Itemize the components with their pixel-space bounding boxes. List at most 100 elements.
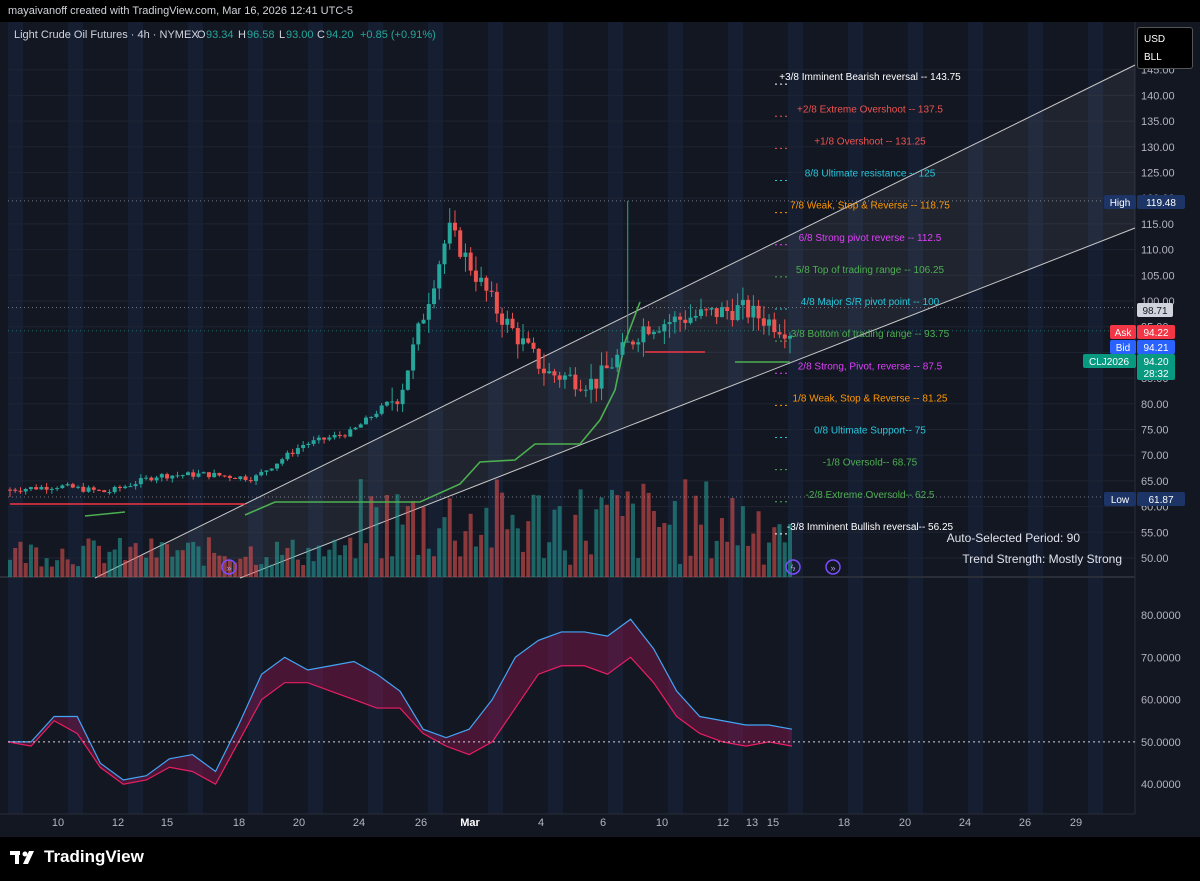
volume-bar xyxy=(500,492,505,577)
price-axis-label: 110.00 xyxy=(1141,245,1174,257)
price-tags: High 119.48 Low 61.87 98.71 Ask 94.22 Bi… xyxy=(1083,195,1185,506)
level-label: 8/8 Ultimate resistance -- 125 xyxy=(805,169,936,180)
candle-body xyxy=(615,354,620,368)
volume-bar xyxy=(610,489,615,577)
volume-bar xyxy=(154,557,159,577)
candle-body xyxy=(175,475,180,477)
event-marker-icon[interactable] xyxy=(785,559,801,575)
volume-bar xyxy=(91,540,96,577)
low-tag-bg xyxy=(1137,492,1185,506)
volume-bar xyxy=(274,541,279,577)
high-value: 96.58 xyxy=(247,29,275,41)
volume-bar xyxy=(405,506,410,577)
tradingview-logo[interactable]: TradingView xyxy=(10,847,144,867)
candle-body xyxy=(107,492,112,494)
volume-bar xyxy=(767,542,772,577)
volume-bar xyxy=(212,552,217,577)
volume-bar xyxy=(60,548,65,577)
candle-body xyxy=(91,487,96,490)
volume-bar xyxy=(175,550,180,577)
candle-body xyxy=(274,463,279,469)
candle-body xyxy=(725,307,730,311)
candle-body xyxy=(405,370,410,390)
oscillator-axis-label: 70.0000 xyxy=(1141,652,1181,664)
chart-frame[interactable]: +3/8 Imminent Bearish reversal -- 143.75… xyxy=(0,22,1200,837)
volume-bar xyxy=(688,555,693,577)
candle-body xyxy=(730,310,735,321)
candle-body xyxy=(541,368,546,374)
candle-body xyxy=(374,413,379,417)
candle-body xyxy=(96,489,101,491)
time-axis-label: 18 xyxy=(233,817,245,829)
candle-body xyxy=(568,374,573,376)
volume-bar xyxy=(782,542,787,577)
candle-body xyxy=(751,305,756,318)
candle-body xyxy=(65,484,70,486)
volume-bar xyxy=(243,556,248,577)
candle-body xyxy=(589,378,594,390)
candle-body xyxy=(557,375,562,380)
contract-tag-bg xyxy=(1137,354,1175,380)
candle-body xyxy=(594,378,599,389)
price-axis-label: 55.00 xyxy=(1141,527,1169,539)
candle-body xyxy=(290,452,295,454)
volume-bar xyxy=(699,524,704,577)
contract-label-bg xyxy=(1083,354,1136,368)
candle-body xyxy=(316,437,321,441)
session-band xyxy=(548,22,563,814)
candle-body xyxy=(8,489,12,491)
candle-body xyxy=(227,475,232,478)
candle-body xyxy=(447,222,452,244)
ask-value: 94.22 xyxy=(1143,328,1168,339)
volume-bar xyxy=(269,564,274,577)
volume-bar xyxy=(630,503,635,577)
volume-bar xyxy=(390,556,395,577)
candle-body xyxy=(458,230,463,257)
volume-bar xyxy=(144,557,149,577)
time-axis-label: 26 xyxy=(415,817,427,829)
volume-bar xyxy=(772,527,777,577)
volume-bar xyxy=(599,497,604,577)
candle-body xyxy=(500,313,505,325)
volume-bar xyxy=(285,548,290,577)
volume-bar xyxy=(693,495,698,577)
price-axis-label: 135.00 xyxy=(1141,116,1175,128)
bid-label-bg xyxy=(1110,340,1136,354)
price-axis-label: 115.00 xyxy=(1141,219,1174,231)
level-label: 6/8 Strong pivot reverse -- 112.5 xyxy=(799,233,942,244)
time-axis-label: 15 xyxy=(767,817,779,829)
volume-bar xyxy=(86,538,91,577)
level-label: +2/8 Extreme Overshoot -- 137.5 xyxy=(797,104,943,115)
time-axis-label: 12 xyxy=(717,817,729,829)
replay-marker-2-icon[interactable] xyxy=(825,559,841,575)
candle-body xyxy=(248,480,253,482)
candle-body xyxy=(285,452,290,460)
candle-body xyxy=(337,434,342,436)
volume-bar xyxy=(290,539,295,577)
volume-bar xyxy=(400,524,405,577)
candle-body xyxy=(117,486,122,489)
candle-body xyxy=(81,486,86,492)
volume-bar xyxy=(316,545,321,577)
volume-bar xyxy=(259,564,264,577)
candle-body xyxy=(55,488,60,490)
price-axis-label: 140.00 xyxy=(1141,90,1175,102)
replay-marker-icon[interactable] xyxy=(221,559,237,575)
currency-unit-selector[interactable]: USD BLL xyxy=(1137,27,1193,69)
session-band xyxy=(128,22,143,814)
level-label: -1/8 Oversold-- 68.75 xyxy=(823,458,918,469)
session-band xyxy=(8,22,23,814)
volume-bar xyxy=(730,497,735,577)
volume-bar xyxy=(479,534,484,577)
price-axis-label: 75.00 xyxy=(1141,425,1169,437)
volume-bar xyxy=(662,523,667,577)
supertrend-up-2 xyxy=(244,301,641,516)
candle-body xyxy=(332,434,337,438)
chart-canvas[interactable]: +3/8 Imminent Bearish reversal -- 143.75… xyxy=(0,22,1200,837)
volume-bar xyxy=(18,541,23,577)
unit-label: BLL xyxy=(1144,52,1162,63)
volume-bar xyxy=(573,514,578,577)
oscillator-axis-label: 50.0000 xyxy=(1141,737,1181,749)
volume-bar xyxy=(463,531,468,577)
volume-bar xyxy=(23,562,28,577)
